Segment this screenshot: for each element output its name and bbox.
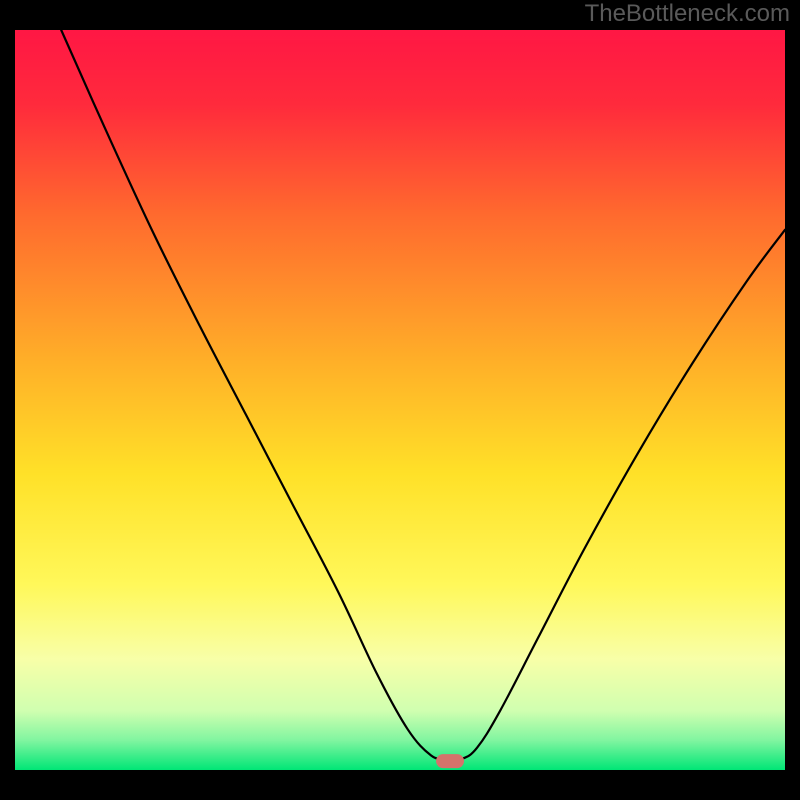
watermark-text: TheBottleneck.com: [585, 0, 790, 28]
chart-frame: TheBottleneck.com: [0, 0, 800, 800]
bottleneck-chart: [0, 0, 800, 800]
optimal-marker: [436, 754, 464, 768]
